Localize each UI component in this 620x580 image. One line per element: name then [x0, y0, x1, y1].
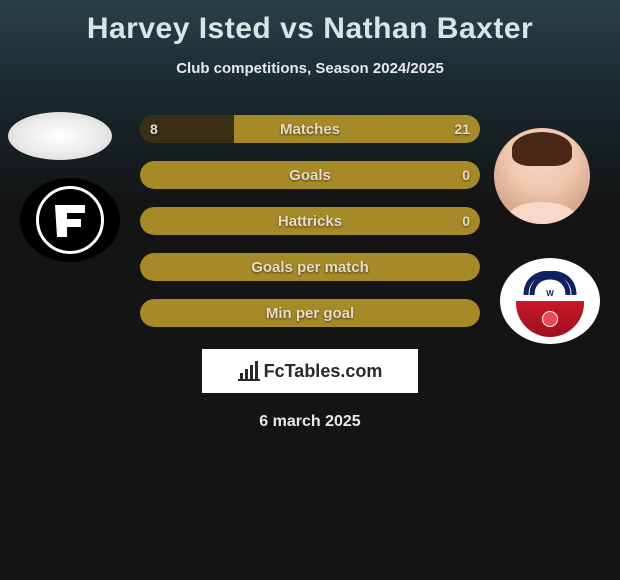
- stat-bar: Hattricks0: [140, 207, 480, 235]
- stat-bar: Goals0: [140, 161, 480, 189]
- stat-right-value: 0: [462, 213, 470, 229]
- stat-bar: Goals per match: [140, 253, 480, 281]
- date-label: 6 march 2025: [0, 413, 620, 431]
- page-title: Harvey Isted vs Nathan Baxter: [0, 0, 620, 46]
- stat-label: Goals per match: [140, 259, 480, 276]
- source-logo-text: FcTables.com: [264, 361, 383, 382]
- stat-bars-list: 8Matches21Goals0Hattricks0Goals per matc…: [140, 115, 480, 327]
- stat-right-value: 21: [454, 121, 470, 137]
- stat-label: Hattricks: [140, 213, 480, 230]
- stat-label: Goals: [140, 167, 480, 184]
- comparison-card: Harvey Isted vs Nathan Baxter Club compe…: [0, 0, 620, 580]
- stat-label: Matches: [140, 121, 480, 138]
- chart-icon: [238, 361, 260, 381]
- stat-bar: Min per goal: [140, 299, 480, 327]
- stat-right-value: 0: [462, 167, 470, 183]
- stat-bar: 8Matches21: [140, 115, 480, 143]
- stats-area: 8Matches21Goals0Hattricks0Goals per matc…: [0, 115, 620, 327]
- source-logo-box: FcTables.com: [202, 349, 418, 393]
- stat-label: Min per goal: [140, 305, 480, 322]
- subtitle: Club competitions, Season 2024/2025: [0, 60, 620, 77]
